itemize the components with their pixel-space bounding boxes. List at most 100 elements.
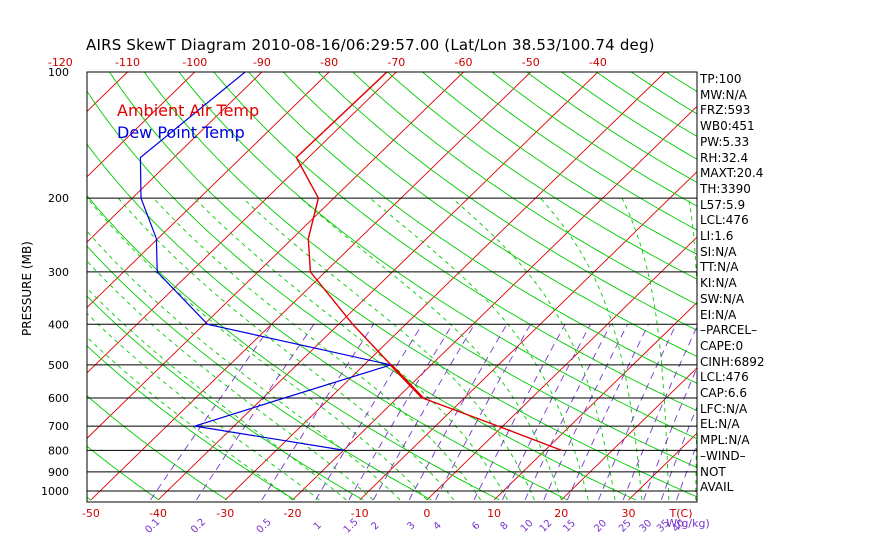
stability-index-item: CAPE:0 bbox=[700, 338, 744, 353]
isotherm-line bbox=[87, 72, 330, 309]
isotherm-line bbox=[763, 72, 870, 500]
dry-adiabat-line bbox=[87, 395, 228, 501]
dry-adiabat-line bbox=[0, 72, 22, 500]
isotherm-line bbox=[830, 72, 870, 500]
bottom-temp-tick-label: -20 bbox=[283, 507, 301, 520]
bottom-temp-tick-label: -30 bbox=[216, 507, 234, 520]
moist-adiabat-line bbox=[117, 197, 455, 501]
mixing-ratio-label: 0.2 bbox=[189, 517, 208, 536]
isotherm-line bbox=[87, 72, 263, 243]
stability-index-item: CAP:6.6 bbox=[700, 386, 747, 401]
mixing-ratio-label: 30 bbox=[638, 518, 655, 535]
mixing-ratio-line bbox=[348, 324, 453, 501]
stability-index-item: SW:N/A bbox=[700, 291, 745, 306]
moist-adiabat-line bbox=[300, 197, 562, 501]
mixing-ratio-line bbox=[315, 324, 423, 501]
pressure-tick-label: 600 bbox=[48, 392, 69, 405]
mixing-ratio-label: 4 bbox=[432, 520, 444, 532]
mixing-ratio-line bbox=[660, 405, 697, 501]
dry-adiabat-line bbox=[317, 72, 697, 331]
mixing-ratio-label: 1 bbox=[312, 520, 324, 532]
top-temp-tick-label: -120 bbox=[48, 56, 73, 69]
stability-index-item: FRZ:593 bbox=[700, 103, 751, 118]
mixing-ratio-line bbox=[524, 324, 612, 501]
stability-index-item: TP:100 bbox=[700, 72, 742, 86]
mixing-ratio-label: 2 bbox=[370, 520, 382, 532]
top-temp-tick-label: -40 bbox=[589, 56, 607, 69]
moist-adiabat-line bbox=[87, 230, 401, 501]
mixing-ratio-line bbox=[566, 324, 649, 501]
plot-area bbox=[0, 72, 870, 501]
pressure-tick-label: 500 bbox=[48, 359, 69, 372]
dry-adiabat-line bbox=[87, 295, 364, 501]
ambient-air-temp-line bbox=[295, 72, 562, 452]
dry-adiabat-line bbox=[143, 72, 697, 468]
dry-adiabat-line bbox=[87, 496, 91, 501]
dry-adiabat-line bbox=[422, 72, 697, 255]
stability-index-item: –PARCEL– bbox=[700, 323, 758, 338]
chart-title: AIRS SkewT Diagram 2010-08-16/06:29:57.0… bbox=[86, 36, 655, 54]
bottom-temp-tick-label: 30 bbox=[621, 507, 635, 520]
stability-index-item: EI:N/A bbox=[700, 307, 737, 322]
stability-index-item: PW:5.33 bbox=[700, 134, 750, 149]
legend-dew-point-temp: Dew Point Temp bbox=[117, 123, 245, 142]
bottom-temp-tick-label: -40 bbox=[149, 507, 167, 520]
isotherm-line bbox=[493, 301, 697, 501]
dry-adiabat-line bbox=[87, 345, 296, 501]
bottom-temp-tick-label: 10 bbox=[487, 507, 501, 520]
stability-index-item: TH:3390 bbox=[700, 181, 751, 196]
isotherm-line bbox=[87, 72, 397, 374]
mixing-ratio-line bbox=[150, 324, 273, 501]
dry-adiabat-line bbox=[387, 72, 697, 280]
mixing-ratio-unit-label: W(g/kg) bbox=[666, 517, 710, 530]
stability-index-item: MPL:N/A bbox=[700, 433, 750, 448]
pressure-tick-label: 400 bbox=[48, 318, 69, 331]
stability-index-item: MAXT:20.4 bbox=[700, 166, 764, 181]
dry-adiabat-line bbox=[352, 72, 697, 306]
stability-index-item: LCL:476 bbox=[700, 370, 749, 385]
stability-index-panel: TP:100 MW:N/A FRZ:593 WB0:451 PW:5.33 RH:32.4… bbox=[700, 72, 765, 496]
y-axis-title: PRESSURE (MB) bbox=[20, 241, 34, 336]
pressure-tick-label: 200 bbox=[48, 192, 69, 205]
plot-frame bbox=[86, 71, 698, 503]
dry-adiabat-line bbox=[87, 245, 432, 501]
stability-index-item: L57:5.9 bbox=[700, 197, 746, 212]
top-temp-tick-label: -100 bbox=[182, 56, 207, 69]
isotherm-line bbox=[90, 72, 532, 501]
mixing-ratio-line bbox=[261, 324, 374, 501]
stability-index-item: KI:N/A bbox=[700, 276, 737, 291]
top-temp-tick-label: -110 bbox=[115, 56, 140, 69]
dry-adiabat-line bbox=[248, 72, 697, 384]
stability-index-item: –WIND– bbox=[700, 448, 746, 463]
moist-adiabat-line bbox=[87, 260, 374, 501]
mixing-ratio-label: 10 bbox=[519, 518, 536, 535]
mixing-ratio-label: 0.5 bbox=[255, 517, 274, 536]
moist-adiabat-line bbox=[688, 198, 697, 500]
stability-index-item: RH:32.4 bbox=[700, 150, 749, 165]
dry-adiabat-line bbox=[109, 72, 697, 498]
mixing-ratio-line bbox=[543, 324, 628, 501]
isotherm-line bbox=[426, 236, 697, 501]
mixing-ratio-label: 15 bbox=[561, 518, 578, 535]
isotherm-line bbox=[87, 72, 196, 178]
stability-index-item: LI:1.6 bbox=[700, 229, 734, 244]
isotherm-line bbox=[87, 72, 464, 439]
isotherm-line bbox=[359, 171, 697, 501]
dry-adiabat-line bbox=[283, 72, 697, 357]
stability-index-item: CINH:6892 bbox=[700, 354, 765, 369]
moist-adiabat-line bbox=[87, 312, 320, 501]
stability-index-item: LCL:476 bbox=[700, 213, 749, 228]
moist-adiabat-line bbox=[87, 287, 347, 501]
stability-index-item: NOT bbox=[700, 464, 726, 479]
top-temp-tick-label: -60 bbox=[455, 56, 473, 69]
dry-adiabat-line bbox=[178, 72, 697, 440]
mixing-ratio-label: 6 bbox=[470, 520, 482, 532]
moist-adiabat-line bbox=[153, 197, 481, 501]
stability-index-item: MW:N/A bbox=[700, 87, 747, 102]
pressure-tick-label: 900 bbox=[48, 466, 69, 479]
moist-adiabat-line bbox=[540, 197, 643, 500]
stability-index-item: AVAIL bbox=[700, 480, 734, 495]
dry-adiabat-line bbox=[213, 72, 697, 412]
bottom-temp-tick-label: -10 bbox=[351, 507, 369, 520]
dew-point-temp-line bbox=[139, 72, 394, 451]
